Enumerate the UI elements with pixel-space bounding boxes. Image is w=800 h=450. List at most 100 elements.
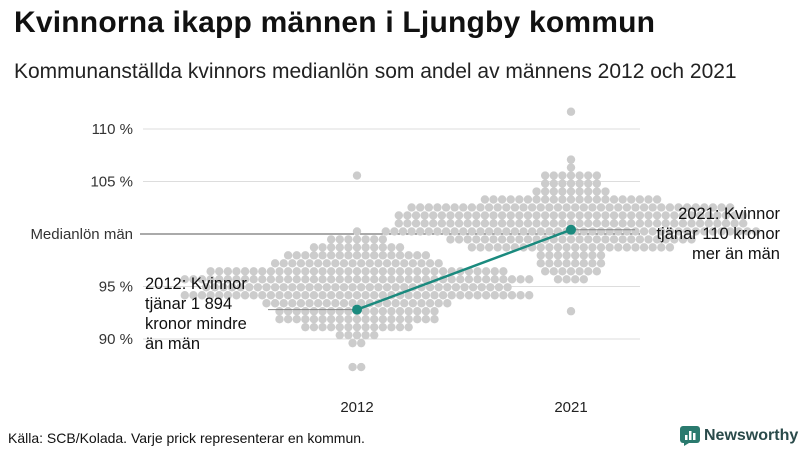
municipality-dot <box>318 315 327 324</box>
municipality-dot <box>197 275 207 284</box>
municipality-dot <box>215 291 224 300</box>
municipality-dot <box>232 275 241 284</box>
municipality-dot <box>670 235 679 244</box>
municipality-dot <box>206 275 215 284</box>
municipality-dot <box>472 219 481 228</box>
municipality-dot <box>404 291 413 300</box>
municipality-dot <box>592 171 602 180</box>
municipality-dot <box>275 315 284 324</box>
municipality-dot <box>215 275 224 284</box>
municipality-dot <box>309 251 319 260</box>
municipality-dot <box>506 195 515 204</box>
municipality-dot <box>331 259 340 268</box>
municipality-dot <box>545 203 554 212</box>
municipality-dot <box>189 291 198 300</box>
municipality-dot <box>622 227 632 236</box>
municipality-dot <box>523 219 533 228</box>
municipality-dot <box>695 211 705 220</box>
municipality-dot <box>279 259 288 268</box>
municipality-dot <box>335 291 344 300</box>
municipality-dot <box>691 203 700 212</box>
municipality-dot <box>270 283 280 292</box>
municipality-dot <box>519 203 528 212</box>
newsworthy-logo-icon <box>680 426 700 446</box>
x-tick-label: 2021 <box>554 399 587 416</box>
municipality-dot <box>506 219 515 228</box>
municipality-dot <box>536 259 545 268</box>
municipality-dot <box>296 259 306 268</box>
municipality-dot <box>721 211 731 220</box>
municipality-dot <box>476 227 485 236</box>
municipality-dot <box>400 283 409 292</box>
municipality-dot <box>553 259 563 268</box>
municipality-dot <box>553 251 563 260</box>
municipality-dot <box>378 235 388 244</box>
municipality-dot <box>413 315 422 324</box>
municipality-dot <box>584 195 593 204</box>
municipality-dot <box>545 227 554 236</box>
municipality-dot <box>481 291 491 300</box>
municipality-dot <box>661 211 670 220</box>
municipality-dot <box>477 283 486 292</box>
municipality-dot <box>232 291 241 300</box>
municipality-dot <box>540 195 550 204</box>
municipality-dot <box>484 243 494 252</box>
municipality-dot <box>575 187 584 196</box>
municipality-dot <box>499 291 508 300</box>
municipality-dot <box>180 291 189 300</box>
municipality-dot <box>313 299 323 308</box>
municipality-dot <box>665 203 675 212</box>
municipality-dot <box>627 235 636 244</box>
municipality-dot <box>596 243 606 252</box>
municipality-dot <box>394 211 403 220</box>
municipality-dot <box>558 267 567 276</box>
municipality-dot <box>309 315 319 324</box>
municipality-dot <box>395 267 405 276</box>
municipality-dot <box>588 251 597 260</box>
municipality-dot <box>579 275 589 284</box>
municipality-dot <box>661 219 670 228</box>
municipality-dot <box>674 227 683 236</box>
municipality-dot <box>549 179 558 188</box>
municipality-dot <box>558 219 567 228</box>
municipality-dot <box>515 219 524 228</box>
municipality-dot <box>400 259 409 268</box>
municipality-dot <box>592 211 602 220</box>
y-tick-label: 95 % <box>99 279 133 296</box>
municipality-dot <box>536 251 545 260</box>
municipality-dot <box>425 259 435 268</box>
municipality-dot <box>322 283 331 292</box>
municipality-dot <box>510 203 520 212</box>
municipality-dot <box>382 299 392 308</box>
municipality-dot <box>549 219 558 228</box>
municipality-dot <box>283 307 293 316</box>
municipality-dot <box>704 219 713 228</box>
municipality-dot <box>352 291 362 300</box>
municipality-dot <box>275 275 284 284</box>
municipality-dot <box>584 171 593 180</box>
municipality-dot <box>434 283 443 292</box>
municipality-dot <box>370 291 379 300</box>
municipality-dot <box>382 259 392 268</box>
municipality-dot <box>417 299 426 308</box>
municipality-dot <box>288 299 297 308</box>
municipality-dot <box>352 235 362 244</box>
municipality-dot <box>579 243 589 252</box>
municipality-dot <box>430 267 439 276</box>
municipality-dot <box>391 299 400 308</box>
municipality-dot <box>751 227 761 236</box>
municipality-dot <box>571 243 580 252</box>
municipality-dot <box>592 219 602 228</box>
municipality-dot <box>503 283 512 292</box>
municipality-dot <box>413 251 422 260</box>
municipality-dot <box>532 219 541 228</box>
annotation-2021-line: mer än män <box>692 245 780 263</box>
municipality-dot <box>592 267 602 276</box>
municipality-dot <box>463 219 472 228</box>
municipality-dot <box>661 235 670 244</box>
municipality-dot <box>532 187 541 196</box>
municipality-dot <box>584 219 593 228</box>
annotation-2012-line: än män <box>145 335 200 353</box>
municipality-dot <box>618 235 627 244</box>
municipality-dot <box>344 330 353 340</box>
